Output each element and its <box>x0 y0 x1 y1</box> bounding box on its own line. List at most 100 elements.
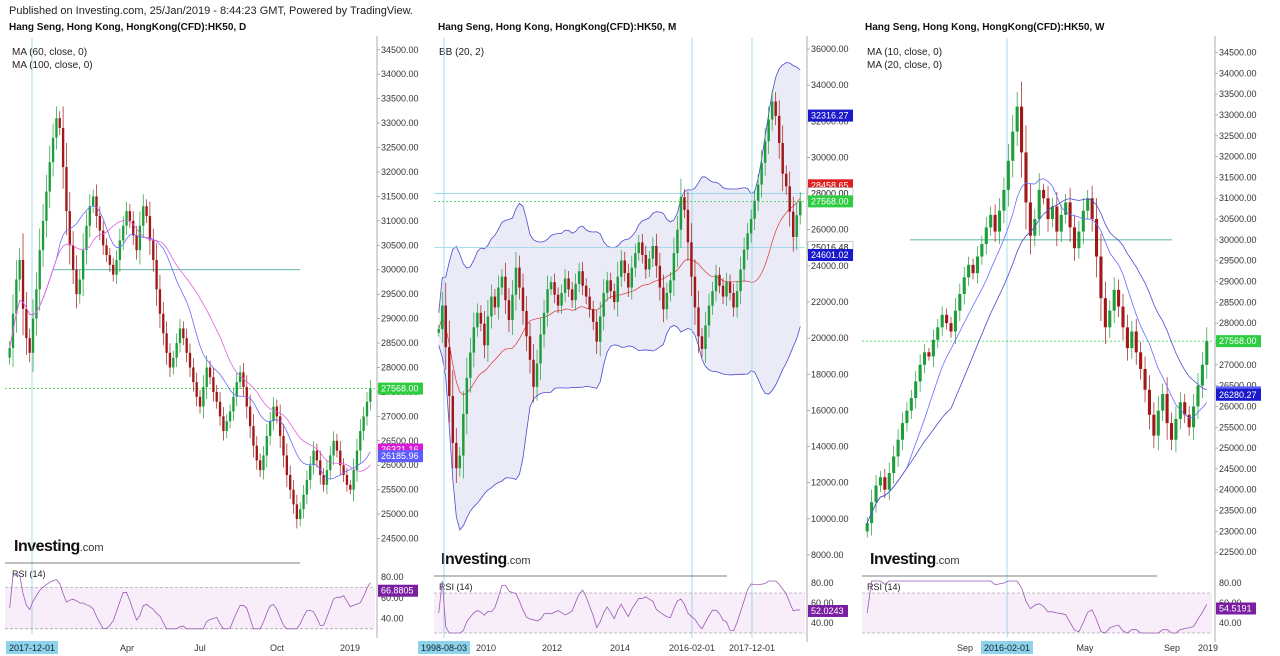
candle <box>305 479 309 495</box>
candle <box>605 280 609 293</box>
candle <box>909 398 913 411</box>
candle <box>878 477 882 486</box>
moving-average-line <box>866 198 1207 524</box>
moving-average-line <box>866 178 1208 524</box>
date-tick-label: 2019 <box>1198 643 1218 653</box>
moving-average-line <box>9 205 371 480</box>
candle <box>922 352 927 365</box>
rsi-tick-label: 40.00 <box>1219 618 1242 628</box>
price-tick-label: 25000.00 <box>1219 443 1257 453</box>
candle <box>1161 393 1165 411</box>
candle <box>479 312 483 324</box>
candle <box>609 280 612 292</box>
price-label-box <box>1216 335 1261 348</box>
candle <box>31 318 35 353</box>
price-label-box <box>808 195 853 208</box>
indicator-label: MA (100, close, 0) <box>12 60 93 71</box>
candle <box>349 484 352 490</box>
candle <box>182 328 185 339</box>
candle <box>444 305 448 348</box>
chart-panel-monthly[interactable]: Hang Seng, Hong Kong, HongKong(CFD):HK50… <box>418 0 860 656</box>
candle <box>588 296 591 310</box>
cursor-date-label: 2017-12-01 <box>9 643 55 653</box>
rsi-value-box <box>1216 602 1256 615</box>
candle <box>641 242 644 256</box>
candle <box>8 347 11 358</box>
date-tick-label: 2010 <box>476 643 496 653</box>
candle <box>556 294 560 306</box>
price-tick-label: 10000.00 <box>811 514 849 524</box>
rsi-band <box>862 593 1212 633</box>
rsi-value-box <box>378 584 418 597</box>
candle <box>65 167 68 212</box>
date-tick-label: Apr <box>120 643 134 653</box>
candle <box>255 445 258 461</box>
chart-panel-daily[interactable]: Hang Seng, Hong Kong, HongKong(CFD):HK50… <box>0 0 430 656</box>
candle <box>791 211 795 237</box>
candle <box>91 196 95 207</box>
chart-panel-weekly[interactable]: Hang Seng, Hong Kong, HongKong(CFD):HK50… <box>860 0 1280 656</box>
chart-svg-daily[interactable]: 24500.00 25000.00 25500.00 26000.00 26500.00… <box>0 0 430 656</box>
candle <box>135 235 138 251</box>
candle <box>931 339 935 357</box>
candle <box>1046 198 1050 220</box>
candle <box>268 421 272 436</box>
candle <box>581 271 584 286</box>
candle <box>51 137 55 163</box>
candle <box>1205 341 1209 365</box>
candle <box>644 255 648 270</box>
chart-title: Hang Seng, Hong Kong, HongKong(CFD):HK50… <box>9 22 247 33</box>
rsi-label: RSI (14) <box>867 582 901 592</box>
candle <box>128 211 132 221</box>
candle <box>458 455 462 469</box>
candle <box>739 269 742 292</box>
candle <box>202 387 205 407</box>
candle <box>258 460 262 471</box>
candle <box>1130 331 1134 349</box>
candle <box>195 382 198 397</box>
candle <box>728 282 732 293</box>
price-label-text: 28458.65 <box>811 180 849 190</box>
candle <box>774 101 777 116</box>
price-label-box <box>808 248 853 261</box>
candle <box>1090 198 1094 220</box>
candle <box>949 323 953 332</box>
candle <box>704 325 707 349</box>
candle <box>122 225 125 241</box>
price-tick-label: 28000.00 <box>381 362 419 372</box>
candle <box>132 220 135 236</box>
candle <box>490 296 493 317</box>
candle <box>1086 198 1090 211</box>
price-label-text: 32316.27 <box>811 111 849 121</box>
candle <box>55 118 58 138</box>
chart-svg-weekly[interactable]: 22500.00 23000.00 23500.00 24000.00 24500.00… <box>860 0 1280 656</box>
candle <box>75 269 78 295</box>
candle <box>953 310 957 332</box>
candle <box>746 233 749 250</box>
candle <box>1006 160 1010 190</box>
candle <box>278 416 282 436</box>
candle <box>145 206 148 216</box>
candle <box>222 416 225 432</box>
candle <box>967 264 971 278</box>
candle <box>61 127 65 168</box>
candle <box>112 264 115 275</box>
rsi-band <box>434 593 805 633</box>
candle <box>18 259 21 280</box>
candle <box>514 267 518 295</box>
candle <box>1081 210 1085 232</box>
candle <box>1152 414 1156 436</box>
candle <box>359 431 362 451</box>
candle <box>125 211 128 226</box>
rsi-tick-label: 40.00 <box>381 614 404 624</box>
rsi-tick-label: 60.00 <box>381 593 404 603</box>
candle <box>1108 310 1112 328</box>
chart-svg-monthly[interactable]: 8000.00 10000.00 12000.00 14000.00 16000.00 1… <box>418 0 860 656</box>
candle <box>295 504 299 520</box>
candle <box>1011 131 1015 161</box>
candle <box>679 197 683 230</box>
price-tick-label: 32500.00 <box>381 143 419 153</box>
price-tick-label: 32500.00 <box>1219 131 1257 141</box>
candle <box>721 285 725 297</box>
candle <box>35 289 38 319</box>
